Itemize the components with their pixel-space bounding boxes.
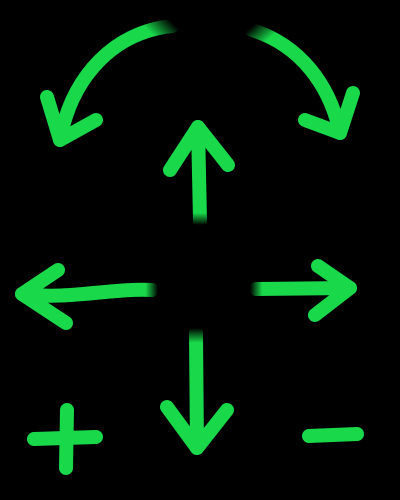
rotate-clockwise-icon[interactable] xyxy=(245,23,360,140)
zoom-out-icon[interactable] xyxy=(302,427,364,443)
zoom-in-icon[interactable] xyxy=(27,403,103,475)
arrow-right-icon[interactable] xyxy=(249,259,357,322)
arrow-down-icon[interactable] xyxy=(160,326,234,455)
rotate-counterclockwise-icon[interactable] xyxy=(40,19,179,147)
arrow-up-icon[interactable] xyxy=(163,120,235,227)
arrow-left-icon[interactable] xyxy=(15,263,159,330)
